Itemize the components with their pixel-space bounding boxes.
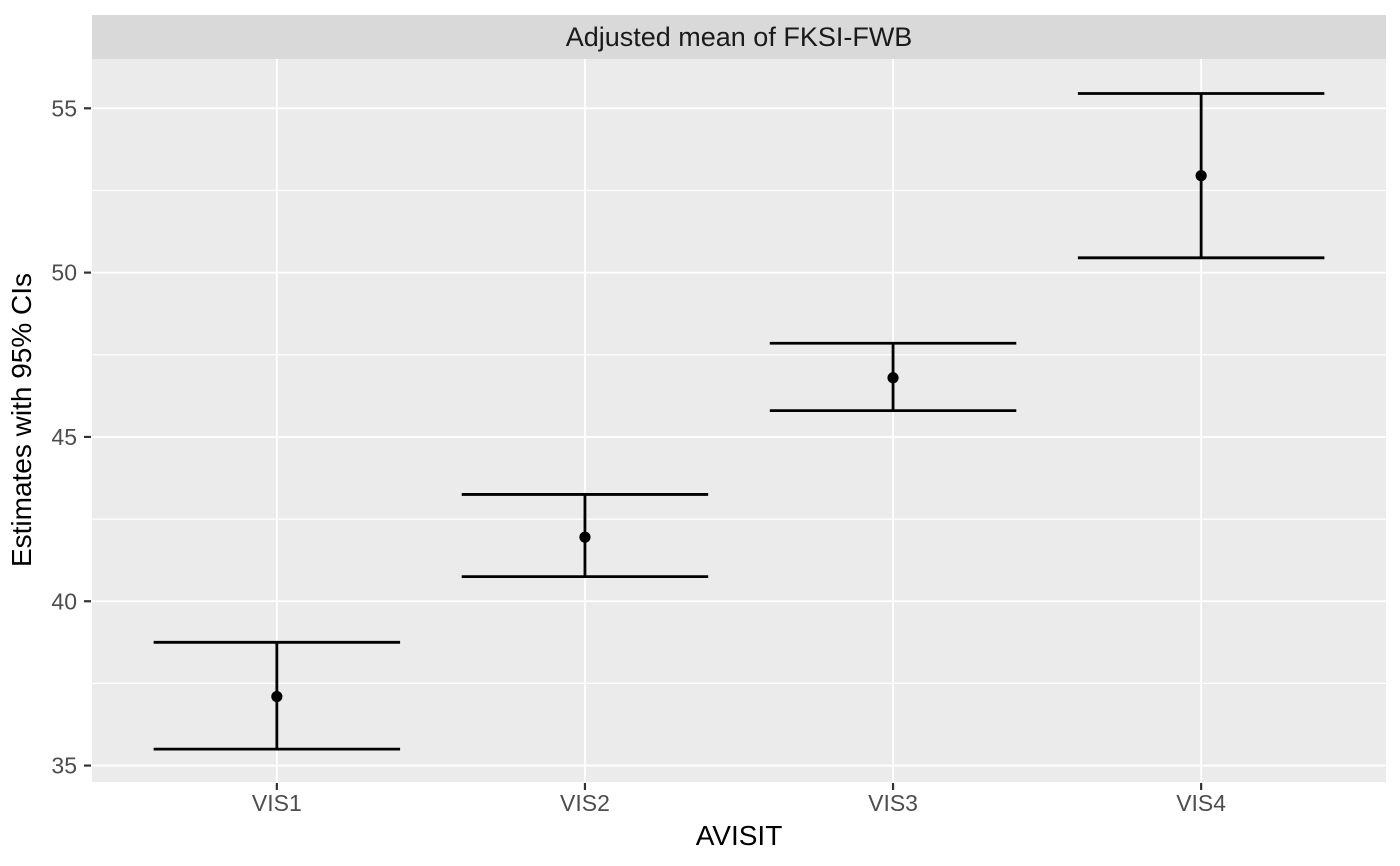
y-tick-label-45: 45 [51,424,77,450]
y-tick-label-55: 55 [51,95,77,121]
data-marks [153,92,1325,751]
plot-title: Adjusted mean of FKSI-FWB [566,22,913,52]
x-axis-title: AVISIT [696,820,783,851]
y-tick-label-40: 40 [51,588,77,614]
point-estimate-vis4 [1195,170,1207,182]
x-tick-label-vis4: VIS4 [1176,790,1226,816]
x-tick-label-vis3: VIS3 [868,790,918,816]
x-tick-label-vis1: VIS1 [252,790,302,816]
point-estimate-vis3 [887,372,899,384]
y-tick-label-35: 35 [51,753,77,779]
plot-panel [92,59,1386,782]
x-tick-label-vis2: VIS2 [560,790,610,816]
y-tick-label-50: 50 [51,260,77,286]
point-estimate-vis2 [579,531,591,543]
point-estimate-vis1 [271,690,283,703]
y-axis-title: Estimates with 95% CIs [6,273,37,567]
facet-strip [92,15,1386,59]
axes: 35 40 45 50 55 VIS1 VIS2 VIS3 VIS4 [51,95,1226,816]
